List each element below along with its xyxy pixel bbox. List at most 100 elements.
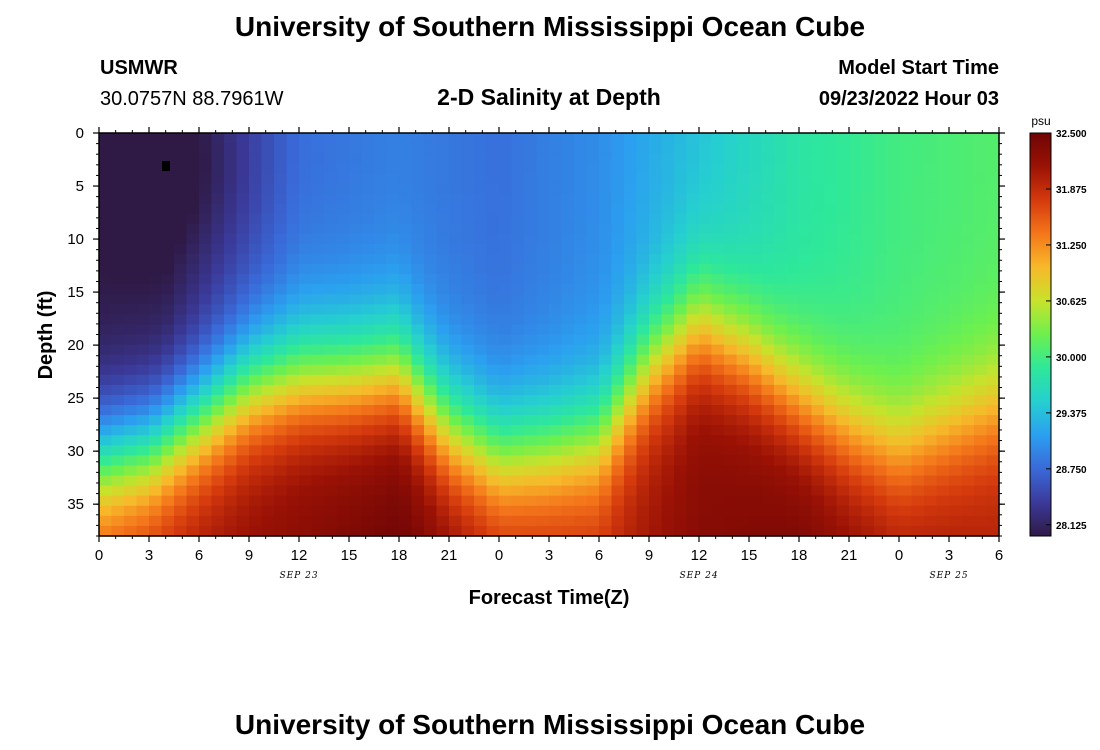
heatmap-cell <box>199 294 213 305</box>
heatmap-cell <box>861 354 875 366</box>
heatmap-cell <box>461 193 475 205</box>
heatmap-cell <box>936 515 950 527</box>
heatmap-cell <box>424 173 438 184</box>
heatmap-cell <box>136 344 150 356</box>
heatmap-cell <box>386 495 400 507</box>
heatmap-cell <box>199 314 213 326</box>
heatmap-cell <box>249 415 263 426</box>
heatmap-cell <box>599 415 613 426</box>
heatmap-cell <box>324 263 338 275</box>
heatmap-cell <box>211 354 225 366</box>
heatmap-cell <box>536 274 550 285</box>
heatmap-cell <box>161 344 175 356</box>
heatmap-cell <box>811 133 825 144</box>
heatmap-cell <box>449 394 463 406</box>
heatmap-cell <box>236 515 250 527</box>
heatmap-cell <box>774 455 788 467</box>
heatmap-cell <box>136 384 150 396</box>
heatmap-cell <box>111 525 125 537</box>
heatmap-cell <box>361 435 375 446</box>
heatmap-cell <box>699 505 713 517</box>
heatmap-cell <box>374 163 388 174</box>
heatmap-cell <box>949 203 963 215</box>
heatmap-cell <box>686 153 700 164</box>
heatmap-cell <box>886 495 900 507</box>
heatmap-cell <box>724 223 738 235</box>
heatmap-cell <box>299 163 313 174</box>
x-tick-label: 18 <box>391 547 408 564</box>
heatmap-cell <box>474 163 488 174</box>
heatmap-cell <box>411 475 425 487</box>
heatmap-cell <box>274 344 288 356</box>
heatmap-cell <box>299 324 313 336</box>
heatmap-cell <box>136 233 150 245</box>
heatmap-cell <box>236 364 250 376</box>
heatmap-cell <box>749 344 763 356</box>
heatmap-cell <box>586 465 600 477</box>
heatmap-cell <box>561 475 575 487</box>
heatmap-cell <box>849 425 863 436</box>
heatmap-cell <box>699 425 713 436</box>
heatmap-cell <box>836 203 850 215</box>
heatmap-cell <box>836 394 850 406</box>
heatmap-cell <box>561 314 575 326</box>
heatmap-cell <box>249 505 263 517</box>
heatmap-cell <box>749 465 763 477</box>
heatmap-cell <box>486 324 500 336</box>
heatmap-cell <box>661 515 675 527</box>
colorbar-tick-label: 31.875 <box>1056 185 1087 196</box>
heatmap-cell <box>836 495 850 507</box>
heatmap-cell <box>561 515 575 527</box>
heatmap-cell <box>899 173 913 184</box>
heatmap-cell <box>224 415 238 426</box>
heatmap-cell <box>224 515 238 527</box>
heatmap-cell <box>336 495 350 507</box>
heatmap-cell <box>949 223 963 235</box>
heatmap-cell <box>386 445 400 456</box>
heatmap-cell <box>924 183 938 195</box>
heatmap-cell <box>124 515 138 527</box>
heatmap-cell <box>911 384 925 396</box>
heatmap-cell <box>911 253 925 265</box>
heatmap-cell <box>974 364 988 376</box>
heatmap-cell <box>161 173 175 184</box>
heatmap-cell <box>149 314 163 326</box>
heatmap-cell <box>236 243 250 255</box>
heatmap-cell <box>224 284 238 295</box>
heatmap-cell <box>699 435 713 446</box>
heatmap-cell <box>261 153 275 164</box>
heatmap-cell <box>724 243 738 255</box>
heatmap-cell <box>536 243 550 255</box>
heatmap-cell <box>824 183 838 195</box>
heatmap-cell <box>161 505 175 517</box>
heatmap-cell <box>224 334 238 346</box>
heatmap-cell <box>311 475 325 487</box>
heatmap-cell <box>924 334 938 346</box>
heatmap-cell <box>474 334 488 346</box>
heatmap-cell <box>486 515 500 527</box>
heatmap-cell <box>499 374 513 386</box>
heatmap-cell <box>474 233 488 245</box>
heatmap-cell <box>336 193 350 205</box>
heatmap-cell <box>174 364 188 376</box>
heatmap-cell <box>924 253 938 265</box>
heatmap-cell <box>399 274 413 285</box>
heatmap-cell <box>486 384 500 396</box>
heatmap-cell <box>286 133 300 144</box>
heatmap-cell <box>299 233 313 245</box>
heatmap-cell <box>399 384 413 396</box>
heatmap-cell <box>561 253 575 265</box>
heatmap-cell <box>861 334 875 346</box>
heatmap-cell <box>449 364 463 376</box>
heatmap-cell <box>99 374 113 386</box>
heatmap-cell <box>211 475 225 487</box>
heatmap-cell <box>686 384 700 396</box>
heatmap-cell <box>724 505 738 517</box>
heatmap-cell <box>474 445 488 456</box>
heatmap-cell <box>911 344 925 356</box>
heatmap-cell <box>149 344 163 356</box>
heatmap-cell <box>686 274 700 285</box>
heatmap-cell <box>249 465 263 477</box>
heatmap-cell <box>736 505 750 517</box>
heatmap-cell <box>224 263 238 275</box>
